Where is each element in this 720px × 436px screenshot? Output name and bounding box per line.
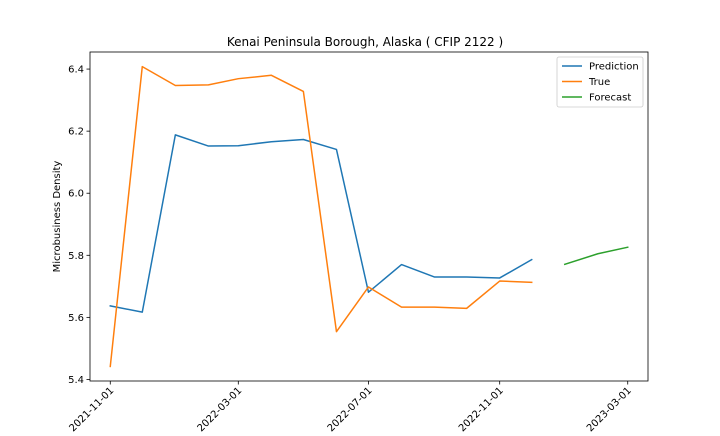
chart-title: Kenai Peninsula Borough, Alaska ( CFIP 2… <box>227 35 503 49</box>
y-tick-label: 5.4 <box>68 375 84 386</box>
series-line-true <box>109 65 533 368</box>
series-line-prediction <box>109 134 533 313</box>
legend-label-forecast: Forecast <box>589 93 631 104</box>
legend-label-prediction: Prediction <box>589 62 639 73</box>
series-layer <box>109 65 629 368</box>
y-tick-label: 6.2 <box>68 127 84 138</box>
legend-label-true: True <box>588 77 610 88</box>
y-tick-label: 6.0 <box>68 189 84 200</box>
legend: Prediction True Forecast <box>556 56 644 108</box>
legend-box <box>556 56 644 108</box>
y-tick-label: 5.6 <box>68 313 84 324</box>
y-axis-label: Microbusiness Density <box>52 161 63 273</box>
y-tick-label: 5.8 <box>68 251 84 262</box>
axes-frame <box>89 51 649 382</box>
series-line-forecast <box>563 246 629 266</box>
y-tick-label: 6.4 <box>68 65 84 76</box>
